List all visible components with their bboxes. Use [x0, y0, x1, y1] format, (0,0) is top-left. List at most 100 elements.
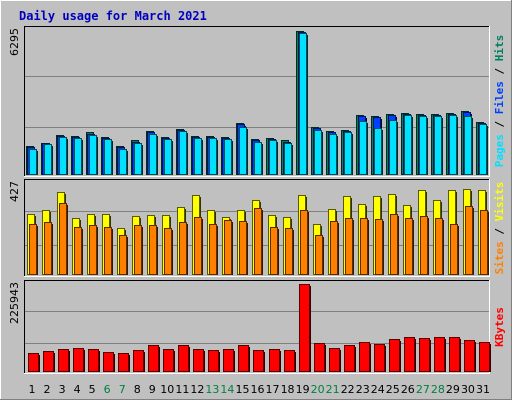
- x-tick-label-day-4: 4: [74, 383, 81, 396]
- bar-kbytes-day-6: [103, 352, 114, 372]
- bar-pages-day-18: [284, 143, 292, 175]
- bar-sites-day-4: [74, 227, 82, 275]
- x-tick-label-day-12: 12: [190, 383, 204, 396]
- bar-kbytes-day-21: [329, 348, 340, 372]
- bar-kbytes-day-28: [434, 337, 445, 372]
- bar-sites-day-18: [285, 228, 293, 275]
- bar-kbytes-day-9: [148, 345, 159, 372]
- bar-pages-day-19: [299, 33, 307, 175]
- bar-sites-day-29: [450, 224, 458, 275]
- bar-pages-day-7: [119, 149, 127, 175]
- bar-pages-day-26: [404, 115, 412, 175]
- x-tick-label-day-1: 1: [29, 383, 36, 396]
- bar-pages-day-31: [479, 124, 487, 175]
- bar-kbytes-day-15: [238, 345, 249, 372]
- bar-sites-day-11: [179, 222, 187, 275]
- bar-sites-day-7: [119, 235, 127, 275]
- x-tick-label-day-8: 8: [134, 383, 141, 396]
- bar-pages-day-28: [434, 116, 442, 175]
- bar-sites-day-9: [149, 225, 157, 275]
- x-tick-label-day-30: 30: [461, 383, 475, 396]
- x-tick-label-day-13: 13: [205, 383, 219, 396]
- x-tick-label-day-16: 16: [251, 383, 265, 396]
- chart-panels: 6295 Pages / Files / Hits 427 Sites / Visit…: [8, 26, 506, 374]
- axis-label-part: Files: [493, 81, 506, 114]
- bar-pages-day-2: [44, 144, 52, 175]
- bar-kbytes-day-16: [253, 350, 264, 372]
- bar-kbytes-day-1: [28, 353, 39, 372]
- bar-sites-day-23: [360, 218, 368, 275]
- bar-pages-day-15: [239, 127, 247, 175]
- bar-sites-day-19: [300, 210, 308, 275]
- bar-pages-day-14: [224, 139, 232, 175]
- panel-axis-label: Pages / Files / Hits: [493, 35, 506, 168]
- bar-sites-day-14: [224, 220, 232, 275]
- bar-kbytes-day-19: [299, 284, 310, 372]
- bar-sites-day-25: [390, 214, 398, 275]
- bar-pages-day-29: [449, 115, 457, 175]
- x-tick-label-day-14: 14: [220, 383, 234, 396]
- axis-label-part: Pages: [493, 134, 506, 167]
- x-tick-label-day-6: 6: [104, 383, 111, 396]
- bar-pages-day-1: [29, 149, 37, 175]
- bar-sites-day-8: [134, 225, 142, 275]
- bar-pages-day-8: [134, 143, 142, 175]
- bar-sites-day-2: [44, 222, 52, 275]
- bar-kbytes-day-3: [58, 349, 69, 372]
- bar-kbytes-day-20: [314, 343, 325, 372]
- bar-pages-day-17: [269, 140, 277, 175]
- bar-kbytes-day-22: [344, 345, 355, 372]
- bar-sites-day-13: [209, 224, 217, 275]
- bar-sites-day-12: [194, 217, 202, 275]
- bar-sites-day-3: [59, 203, 67, 275]
- bar-sites-day-15: [239, 221, 247, 275]
- bar-pages-day-20: [314, 130, 322, 175]
- x-axis: 1 2 3 4 5 6 7 8 9 10 11 12 13 14 15 16 17 18 19 20 21 22 23 24 2…: [29, 383, 490, 396]
- x-tick-label-day-20: 20: [311, 383, 325, 396]
- x-tick-label-day-11: 11: [175, 383, 189, 396]
- bar-sites-day-20: [315, 235, 323, 275]
- bar-pages-day-22: [344, 132, 352, 175]
- bar-kbytes-day-23: [359, 342, 370, 372]
- x-tick-label-day-2: 2: [44, 383, 51, 396]
- panel-max-label: 427: [8, 181, 21, 202]
- bar-sites-day-1: [29, 224, 37, 275]
- panel-middle: 427 Sites / Visits: [8, 179, 506, 277]
- bar-kbytes-day-2: [43, 351, 54, 372]
- bar-pages-day-12: [194, 138, 202, 175]
- chart-title: Daily usage for March 2021: [19, 9, 207, 23]
- axis-label-part: Hits: [493, 35, 506, 62]
- panel-top: 6295 Pages / Files / Hits: [8, 26, 506, 177]
- bar-sites-day-22: [345, 218, 353, 275]
- bar-kbytes-day-30: [464, 340, 475, 372]
- panel-axis-label: Sites / Visits: [493, 182, 506, 275]
- bar-kbytes-day-8: [133, 350, 144, 372]
- bar-kbytes-day-25: [389, 339, 400, 372]
- bar-pages-day-23: [359, 121, 367, 175]
- bar-sites-day-24: [375, 219, 383, 275]
- bar-pages-day-16: [254, 142, 262, 175]
- x-tick-label-day-25: 25: [386, 383, 400, 396]
- x-tick-label-day-3: 3: [59, 383, 66, 396]
- x-tick-label-day-27: 27: [416, 383, 430, 396]
- bar-pages-day-5: [89, 135, 97, 175]
- bar-sites-day-31: [480, 210, 488, 275]
- x-tick-label-day-22: 22: [341, 383, 355, 396]
- panel-max-label: 6295: [8, 28, 21, 56]
- bar-kbytes-day-10: [163, 349, 174, 372]
- bar-sites-day-17: [270, 227, 278, 275]
- bar-pages-day-4: [74, 138, 82, 175]
- bar-kbytes-day-18: [284, 350, 295, 372]
- x-tick-label-day-23: 23: [356, 383, 370, 396]
- bar-sites-day-10: [164, 228, 172, 275]
- x-tick-label-day-18: 18: [281, 383, 295, 396]
- bar-sites-day-6: [104, 227, 112, 275]
- axis-label-part: /: [493, 61, 506, 81]
- bar-sites-day-30: [465, 206, 473, 275]
- x-tick-label-day-28: 28: [431, 383, 445, 396]
- bar-kbytes-day-27: [419, 338, 430, 372]
- x-tick-label-day-5: 5: [89, 383, 96, 396]
- bar-kbytes-day-4: [73, 348, 84, 372]
